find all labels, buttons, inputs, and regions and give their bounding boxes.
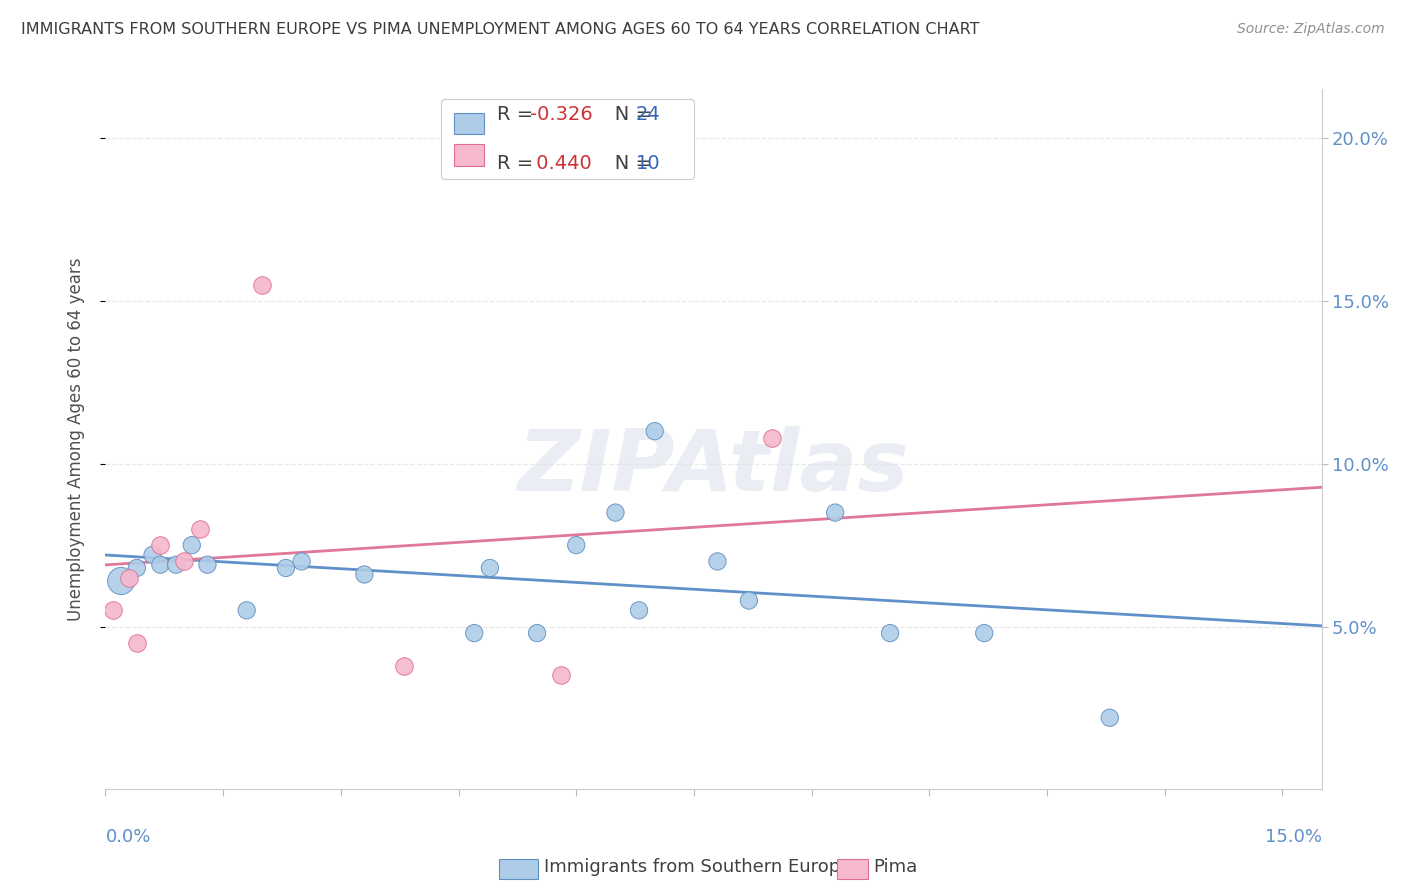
Point xyxy=(252,277,274,292)
Text: 10: 10 xyxy=(636,154,661,173)
Text: ZIPAtlas: ZIPAtlas xyxy=(517,425,910,508)
Point xyxy=(274,561,297,575)
Point xyxy=(738,593,761,607)
Text: IMMIGRANTS FROM SOUTHERN EUROPE VS PIMA UNEMPLOYMENT AMONG AGES 60 TO 64 YEARS C: IMMIGRANTS FROM SOUTHERN EUROPE VS PIMA … xyxy=(21,22,980,37)
Point xyxy=(197,558,219,572)
Point xyxy=(1098,711,1121,725)
Point xyxy=(644,424,666,438)
Point xyxy=(879,626,901,640)
Text: 24: 24 xyxy=(636,104,661,124)
Point xyxy=(973,626,995,640)
Point xyxy=(180,538,202,552)
Point xyxy=(463,626,485,640)
Point xyxy=(188,522,211,536)
Point xyxy=(392,658,415,673)
Point xyxy=(526,626,548,640)
Point xyxy=(118,571,141,585)
Point xyxy=(627,603,650,617)
Y-axis label: Unemployment Among Ages 60 to 64 years: Unemployment Among Ages 60 to 64 years xyxy=(66,258,84,621)
Point xyxy=(165,558,187,572)
Text: 15.0%: 15.0% xyxy=(1264,829,1322,847)
Text: Source: ZipAtlas.com: Source: ZipAtlas.com xyxy=(1237,22,1385,37)
Text: R =: R = xyxy=(496,104,538,124)
Point xyxy=(149,558,172,572)
Text: 0.0%: 0.0% xyxy=(105,829,150,847)
Point xyxy=(478,561,501,575)
Text: N =: N = xyxy=(596,154,658,173)
Text: 0.440: 0.440 xyxy=(530,154,592,173)
Text: R =: R = xyxy=(496,154,538,173)
Point xyxy=(565,538,588,552)
Point xyxy=(141,548,163,562)
Point xyxy=(173,554,195,568)
Point xyxy=(149,538,172,552)
Text: Pima: Pima xyxy=(873,858,917,876)
Point xyxy=(824,506,846,520)
Point xyxy=(110,574,132,588)
Point xyxy=(125,561,148,575)
Point xyxy=(353,567,375,582)
Point xyxy=(605,506,627,520)
Point xyxy=(706,554,728,568)
Point xyxy=(125,636,148,650)
Point xyxy=(291,554,314,568)
Legend:                               ,                               : , xyxy=(441,99,695,179)
Text: N =: N = xyxy=(596,104,658,124)
Point xyxy=(550,668,572,682)
Point xyxy=(761,431,783,445)
Text: Immigrants from Southern Europe: Immigrants from Southern Europe xyxy=(544,858,852,876)
Text: -0.326: -0.326 xyxy=(530,104,593,124)
Point xyxy=(235,603,257,617)
Point xyxy=(103,603,125,617)
